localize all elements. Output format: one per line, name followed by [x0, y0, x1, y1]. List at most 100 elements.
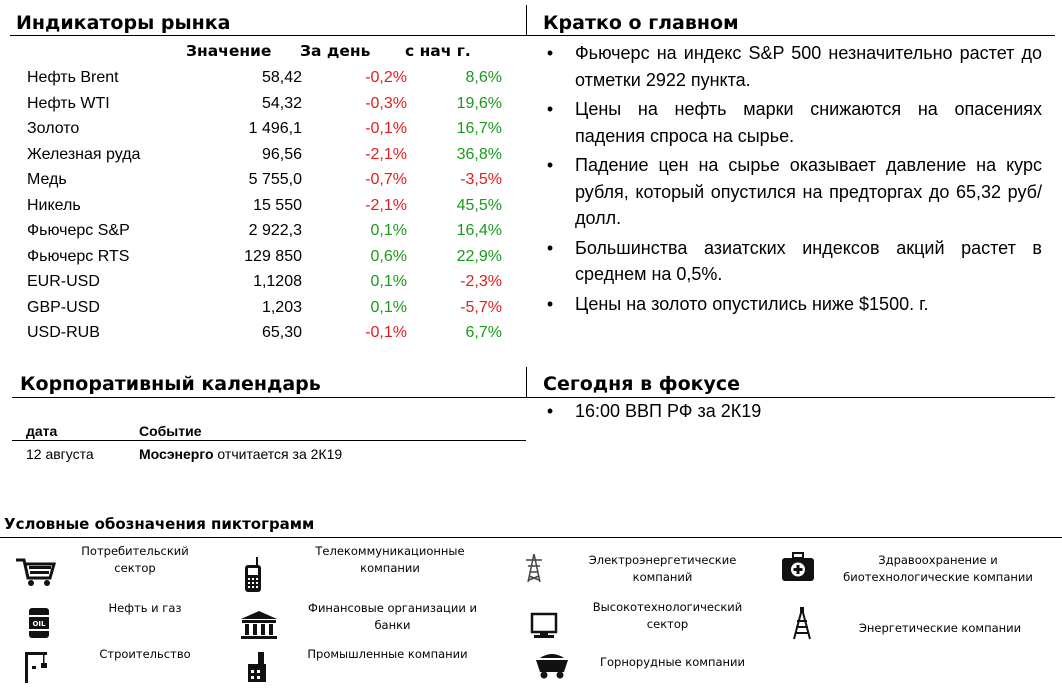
- oil-rig-icon: [793, 607, 811, 640]
- legend-label-mining: Горнорудные компании: [600, 655, 745, 669]
- indicator-value: 58,42: [261, 69, 302, 86]
- table-row: Медь 5 755,0 -0,7% -3,5%: [25, 167, 502, 193]
- indicator-day-change: -0,3%: [365, 94, 407, 112]
- summary-title: Кратко о главном: [543, 12, 739, 34]
- divider: [527, 35, 1055, 36]
- indicator-ytd-change: 16,4%: [456, 222, 502, 239]
- indicator-day-change: -0,2%: [365, 69, 407, 86]
- indicator-day-change: 0,1%: [370, 273, 407, 290]
- table-row: Фьючерс RTS 129 850 0,6% 22,9%: [25, 244, 502, 270]
- indicator-name: USD-RUB: [27, 324, 100, 341]
- legend-label-industrial: Промышленные компании: [307, 647, 468, 661]
- list-item: • 16:00 ВВП РФ за 2К19: [540, 398, 1040, 425]
- table-row: Железная руда 96,56 -2,1% 36,8%: [25, 142, 502, 168]
- indicator-ytd-change: 19,6%: [456, 94, 502, 112]
- indicator-name: Нефть WTI: [27, 94, 110, 112]
- indicator-ytd-change: 22,9%: [456, 247, 502, 265]
- mobile-phone-icon: [245, 557, 261, 592]
- factory-icon: [248, 652, 266, 682]
- indicator-name: GBP-USD: [27, 298, 100, 316]
- divider: [526, 5, 527, 36]
- market-indicators-title: Индикаторы рынка: [16, 12, 231, 34]
- list-item: • Цены на нефть марки снижаются на опасен…: [540, 96, 1042, 149]
- calendar-header-date: дата: [26, 423, 58, 439]
- oil-barrel-icon: OIL: [29, 608, 49, 638]
- indicator-day-change: -0,7%: [365, 171, 407, 188]
- indicator-ytd-change: -2,3%: [460, 273, 502, 290]
- indicator-value: 1,1208: [253, 273, 302, 290]
- table-row: USD-RUB 65,30 -0,1% 6,7%: [25, 320, 502, 346]
- power-tower-icon: [526, 553, 542, 583]
- indicator-name: Золото: [27, 120, 80, 137]
- list-item: • Большинства азиатских индексов акций ра…: [540, 235, 1042, 288]
- table-row: Никель 15 550 -2,1% 45,5%: [25, 193, 502, 219]
- column-header-value: Значение: [186, 42, 272, 60]
- indicator-day-change: -2,1%: [365, 145, 407, 163]
- table-row: Нефть Brent 58,42 -0,2% 8,6%: [25, 65, 502, 91]
- indicator-ytd-change: 8,6%: [465, 69, 502, 86]
- summary-list: • Фьючерс на индекс S&P 500 незначительно…: [540, 40, 1042, 320]
- legend-label-finance: Финансовые организации и банки: [308, 601, 477, 632]
- indicator-name: EUR-USD: [27, 273, 100, 290]
- indicator-value: 1,203: [261, 298, 302, 316]
- shopping-cart-icon: [16, 558, 56, 586]
- indicator-name: Никель: [27, 196, 81, 214]
- bullet-icon: •: [546, 43, 554, 63]
- indicator-ytd-change: -5,7%: [460, 298, 502, 316]
- market-indicators-table: Нефть Brent 58,42 -0,2% 8,6% Нефть WTI 54,32 -…: [25, 65, 502, 346]
- divider: [12, 440, 526, 441]
- medical-kit-icon: [782, 552, 814, 581]
- indicator-name: Медь: [27, 171, 67, 188]
- list-item: • Цены на золото опустились ниже $1500. г…: [540, 291, 1042, 318]
- legend-label-health: Здравоохранение и биотехнологические ком…: [843, 553, 1033, 584]
- indicator-day-change: -0,1%: [365, 324, 407, 341]
- indicator-value: 5 755,0: [248, 171, 302, 188]
- divider: [10, 35, 526, 36]
- calendar-company: Мосэнерго: [139, 446, 214, 462]
- indicator-value: 96,56: [261, 145, 302, 163]
- legend-label-electric: Электроэнергетические компаний: [588, 553, 737, 584]
- divider: [526, 367, 527, 398]
- divider: [527, 397, 1055, 398]
- list-item: • Фьючерс на индекс S&P 500 незначительно…: [540, 40, 1042, 93]
- crane-icon: [25, 652, 47, 683]
- indicator-ytd-change: 45,5%: [456, 196, 502, 214]
- indicator-name: Железная руда: [27, 145, 141, 163]
- calendar-event-text: отчитается за 2К19: [213, 446, 343, 462]
- calendar-header-event: Событие: [139, 423, 202, 439]
- indicator-day-change: 0,1%: [370, 298, 407, 316]
- indicator-ytd-change: 6,7%: [465, 324, 502, 341]
- legend-title: Условные обозначения пиктограмм: [4, 515, 315, 533]
- mine-cart-icon: [536, 654, 568, 679]
- indicator-name: Фьючерс S&P: [27, 222, 130, 239]
- indicator-name: Нефть Brent: [27, 69, 119, 86]
- indicator-name: Фьючерс RTS: [27, 247, 130, 265]
- list-item: • Падение цен на сырье оказывает давление…: [540, 152, 1042, 232]
- indicator-value: 2 922,3: [248, 222, 302, 239]
- legend-label-consumer: Потребительский сектор: [81, 544, 189, 575]
- table-row: GBP-USD 1,203 0,1% -5,7%: [25, 295, 502, 321]
- indicator-ytd-change: 16,7%: [456, 120, 502, 137]
- focus-title: Сегодня в фокусе: [543, 373, 741, 395]
- divider: [12, 397, 526, 398]
- calendar-row-event: Мосэнерго отчитается за 2К19: [139, 446, 342, 462]
- indicator-ytd-change: 36,8%: [456, 145, 502, 163]
- column-header-ytd: с нач г.: [405, 42, 471, 60]
- column-header-day: За день: [300, 42, 371, 60]
- bullet-icon: •: [546, 99, 554, 119]
- bullet-icon: •: [546, 155, 554, 175]
- legend-label-construction: Строительство: [99, 647, 191, 661]
- indicator-day-change: -0,1%: [365, 120, 407, 137]
- calendar-title: Корпоративный календарь: [20, 373, 321, 395]
- legend-label-energy: Энергетические компании: [858, 621, 1022, 635]
- table-row: Фьючерс S&P 2 922,3 0,1% 16,4%: [25, 218, 502, 244]
- svg-text:OIL: OIL: [32, 620, 46, 628]
- monitor-icon: [530, 612, 558, 638]
- indicator-value: 129 850: [244, 247, 302, 265]
- calendar-row-date: 12 августа: [26, 446, 94, 462]
- indicator-ytd-change: -3,5%: [460, 171, 502, 188]
- indicator-day-change: 0,6%: [370, 247, 407, 265]
- indicator-day-change: 0,1%: [370, 222, 407, 239]
- indicator-day-change: -2,1%: [365, 196, 407, 214]
- indicator-value: 54,32: [261, 94, 302, 112]
